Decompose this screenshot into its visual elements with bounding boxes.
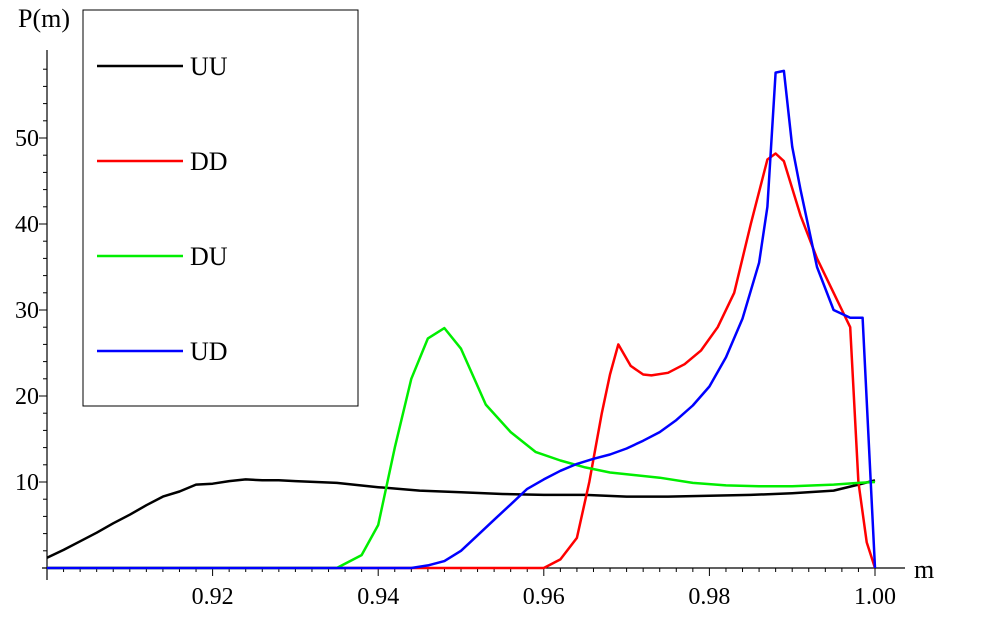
y-minor-ticks	[39, 68, 47, 552]
y-tick-label: 10	[15, 470, 39, 496]
legend-item-dd: DD	[97, 147, 228, 176]
x-tick-label: 0.94	[357, 584, 399, 610]
x-axis-title: m	[914, 555, 934, 584]
series-line-ud	[47, 69, 877, 570]
y-tick-label: 20	[15, 384, 39, 410]
x-tick-label: 1.00	[854, 584, 896, 610]
legend-box	[82, 9, 359, 407]
y-tick-labels: 10 20 30 40 50	[15, 126, 39, 496]
legend-label-ud: UD	[190, 337, 228, 366]
series-line-du	[47, 326, 876, 570]
series-lines	[46, 69, 877, 570]
legend: UU DD DU UD	[82, 9, 359, 407]
legend-label-dd: DD	[190, 147, 228, 176]
y-tick-label: 50	[15, 126, 39, 152]
x-tick-label: 0.96	[523, 584, 565, 610]
x-tick-labels: 0.92 0.94 0.96 0.98 1.00	[192, 584, 896, 610]
y-tick-label: 30	[15, 298, 39, 324]
y-tick-label: 40	[15, 212, 39, 238]
legend-item-du: DU	[97, 242, 228, 271]
x-tick-label: 0.92	[192, 584, 234, 610]
series-line-uu	[46, 478, 876, 559]
y-axis-title: P(m)	[18, 4, 70, 33]
legend-item-uu: UU	[97, 52, 228, 81]
legend-label-du: DU	[190, 242, 228, 271]
legend-item-ud: UD	[97, 337, 228, 366]
axes: 0.92 0.94 0.96 0.98 1.00 10 20 30 40 50 m P(m)	[15, 4, 934, 610]
x-tick-label: 0.98	[688, 584, 730, 610]
series-line-dd	[47, 152, 877, 570]
legend-label-uu: UU	[190, 52, 228, 81]
